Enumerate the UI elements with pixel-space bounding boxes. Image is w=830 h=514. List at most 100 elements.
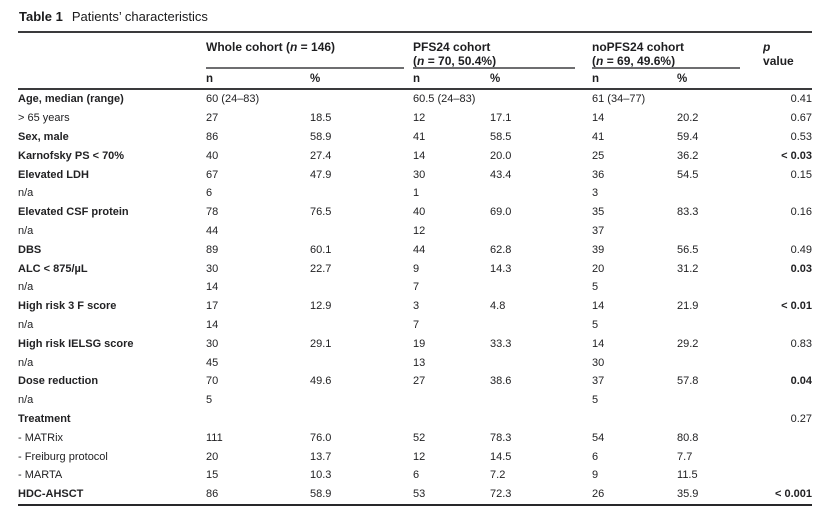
table-title-label: Table 1 (19, 9, 63, 24)
row-label: n/a (18, 187, 34, 200)
nopfs24-n-cell: 6 (592, 450, 599, 463)
whole-pct-cell (310, 184, 413, 203)
whole-n-cell: 86 (206, 130, 219, 143)
table-row: ALC < 875/µL 30 22.7 9 14.3 20 31.2 0.03 (18, 259, 812, 278)
row-label: High risk IELSG score (18, 337, 134, 350)
table-row: - MARTA 15 10.3 6 7.2 9 11.5 (18, 466, 812, 485)
whole-n-cell: 44 (206, 224, 219, 237)
whole-pct-cell: 18.5 (310, 112, 332, 125)
pfs24-pct-cell (490, 278, 592, 297)
table-row: HDC-AHSCT 86 58.9 53 72.3 26 35.9 < 0.001 (18, 484, 813, 506)
pfs24-pct-cell: 33.3 (490, 337, 512, 350)
whole-pct-cell: 12.9 (310, 300, 332, 313)
whole-n-cell: 17 (206, 300, 219, 313)
whole-pct-cell: 60.1 (310, 243, 332, 256)
nopfs24-n-cell: 14 (592, 337, 605, 350)
col-header-nopfs24-n: n (592, 69, 678, 90)
row-label: - MARTA (18, 469, 63, 482)
whole-n-cell: 14 (206, 281, 219, 294)
nopfs24-pct-cell (677, 184, 763, 203)
pfs24-pct-cell (490, 89, 592, 109)
nopfs24-n-cell: 5 (592, 394, 599, 407)
nopfs24-pct-cell: 20.2 (677, 112, 699, 125)
table-row: > 65 years 27 18.5 12 17.1 14 20.2 0.67 (18, 109, 812, 128)
pfs24-n-cell: 1 (413, 187, 420, 200)
p-value-cell (763, 222, 812, 241)
row-label: n/a (18, 394, 34, 407)
col-group-whole-cohort: Whole cohort (n = 146) (206, 32, 413, 69)
whole-pct-cell: 13.7 (310, 450, 332, 463)
whole-n-cell: 45 (206, 356, 219, 369)
whole-n-cell: 27 (206, 112, 219, 125)
pfs24-n-cell: 7 (413, 318, 420, 331)
row-label: Sex, male (18, 130, 69, 143)
nopfs24-pct-cell: 80.8 (677, 431, 699, 444)
pfs24-pct-cell: 62.8 (490, 243, 512, 256)
table-row: Elevated CSF protein 78 76.5 40 69.0 35 83.3 0.… (18, 203, 812, 222)
table-row: n/a 44 12 37 (18, 222, 812, 241)
table-row: Elevated LDH 67 47.9 30 43.4 36 54.5 0.15 (18, 165, 812, 184)
nopfs24-pct-cell (677, 278, 763, 297)
table-row: Treatment 0.27 (18, 410, 812, 429)
row-label: DBS (18, 243, 42, 256)
pfs24-pct-cell: 14.5 (490, 450, 512, 463)
table-row: - MATRix 111 76.0 52 78.3 54 80.8 (18, 428, 812, 447)
table-row: n/a 14 7 5 (18, 278, 812, 297)
pfs24-pct-cell (490, 184, 592, 203)
row-label: > 65 years (18, 112, 70, 125)
table-row: Sex, male 86 58.9 41 58.5 41 59.4 0.53 (18, 128, 812, 147)
nopfs24-n-cell: 25 (592, 149, 605, 162)
whole-pct-cell: 10.3 (310, 469, 332, 482)
pfs24-n-cell: 12 (413, 112, 426, 125)
whole-pct-cell (310, 410, 413, 429)
table-row: n/a 14 7 5 (18, 316, 812, 335)
whole-n-cell: 89 (206, 243, 219, 256)
pfs24-pct-cell: 69.0 (490, 206, 512, 219)
pfs24-pct-cell: 38.6 (490, 375, 512, 388)
whole-n-cell: 30 (206, 337, 219, 350)
row-label: Treatment (18, 412, 71, 425)
whole-pct-cell: 27.4 (310, 149, 332, 162)
row-label: Dose reduction (18, 375, 99, 388)
whole-n-cell: 60 (24–83) (206, 93, 260, 106)
col-group-pfs24-cohort: PFS24 cohort (n = 70, 50.4%) (413, 32, 592, 69)
nopfs24-n-cell: 37 (592, 375, 605, 388)
pfs24-pct-cell: 43.4 (490, 168, 512, 181)
nopfs24-n-cell: 14 (592, 300, 605, 313)
nopfs24-pct-cell: 35.9 (677, 484, 764, 506)
nopfs24-pct-cell (677, 89, 763, 109)
nopfs24-pct-cell: 31.2 (677, 262, 699, 275)
row-label: Elevated CSF protein (18, 206, 129, 219)
pfs24-pct-cell (490, 222, 592, 241)
nopfs24-n-cell: 37 (592, 224, 605, 237)
nopfs24-n-cell: 14 (592, 112, 605, 125)
table-row: Age, median (range) 60 (24–83) 60.5 (24–83… (18, 89, 812, 109)
whole-pct-cell: 29.1 (310, 337, 332, 350)
row-label: - MATRix (18, 431, 64, 444)
nopfs24-pct-cell (677, 410, 763, 429)
p-value-cell: 0.41 (790, 93, 813, 106)
row-label: n/a (18, 318, 34, 331)
table-row: Karnofsky PS < 70% 40 27.4 14 20.0 25 36.2 < 0.… (18, 146, 812, 165)
whole-pct-cell (310, 353, 413, 372)
row-label-header-blank (18, 32, 206, 69)
pfs24-pct-cell: 4.8 (490, 300, 506, 313)
pfs24-pct-cell: 72.3 (490, 484, 593, 506)
pfs24-n-cell: 7 (413, 281, 420, 294)
row-label: - Freiburg protocol (18, 450, 108, 463)
p-value-cell (763, 466, 812, 485)
p-value-cell (763, 184, 812, 203)
table-row: n/a 45 13 30 (18, 353, 812, 372)
p-value-cell: 0.83 (790, 337, 813, 350)
pfs24-n-cell: 13 (413, 356, 426, 369)
pfs24-n-cell: 12 (413, 450, 426, 463)
pfs24-pct-cell: 17.1 (490, 112, 512, 125)
nopfs24-pct-cell (677, 316, 763, 335)
col-header-pfs24-n: n (413, 69, 491, 90)
nopfs24-pct-cell: 54.5 (677, 168, 699, 181)
row-label: n/a (18, 281, 34, 294)
patients-characteristics-table: Whole cohort (n = 146) PFS24 cohort (n =… (18, 31, 813, 506)
whole-n-cell: 86 (206, 484, 310, 506)
col-header-pfs24-pct: % (490, 69, 593, 90)
nopfs24-pct-cell: 57.8 (677, 375, 699, 388)
